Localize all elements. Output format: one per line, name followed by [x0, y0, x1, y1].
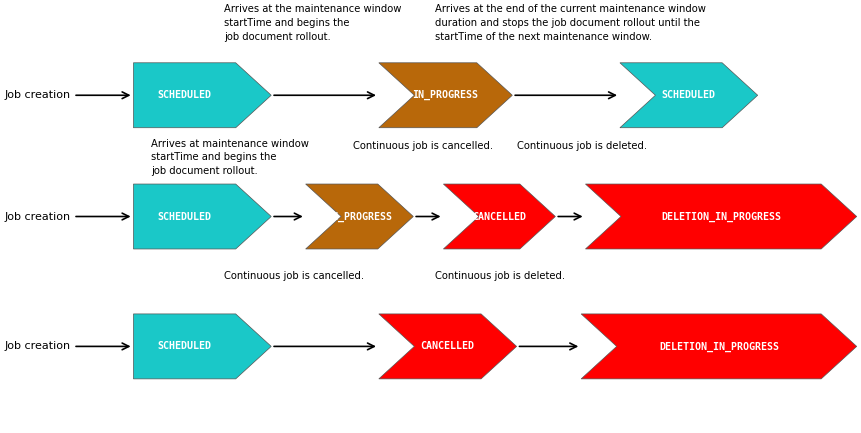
Polygon shape [585, 184, 857, 249]
Text: CANCELLED: CANCELLED [473, 211, 526, 222]
Text: Job creation: Job creation [4, 341, 71, 352]
Polygon shape [133, 63, 271, 128]
Text: Arrives at the maintenance window
startTime and begins the
job document rollout.: Arrives at the maintenance window startT… [224, 4, 401, 42]
Text: Arrives at the end of the current maintenance window
duration and stops the job : Arrives at the end of the current mainte… [435, 4, 706, 42]
Text: CANCELLED: CANCELLED [421, 341, 474, 352]
Text: DELETION_IN_PROGRESS: DELETION_IN_PROGRESS [659, 341, 779, 352]
Polygon shape [581, 314, 857, 379]
Polygon shape [620, 63, 758, 128]
Text: Job creation: Job creation [4, 90, 71, 100]
Text: SCHEDULED: SCHEDULED [662, 90, 715, 100]
Text: Continuous job is cancelled.: Continuous job is cancelled. [224, 271, 364, 281]
Polygon shape [379, 314, 517, 379]
Polygon shape [133, 314, 271, 379]
Text: Job creation: Job creation [4, 211, 71, 222]
Text: SCHEDULED: SCHEDULED [158, 341, 212, 352]
Text: Continuous job is cancelled.: Continuous job is cancelled. [353, 141, 493, 151]
Polygon shape [306, 184, 413, 249]
Text: IN_PROGRESS: IN_PROGRESS [326, 211, 393, 222]
Polygon shape [379, 63, 512, 128]
Text: DELETION_IN_PROGRESS: DELETION_IN_PROGRESS [661, 211, 781, 222]
Text: SCHEDULED: SCHEDULED [158, 90, 212, 100]
Text: Continuous job is deleted.: Continuous job is deleted. [517, 141, 647, 151]
Text: Arrives at maintenance window
startTime and begins the
job document rollout.: Arrives at maintenance window startTime … [151, 139, 308, 176]
Text: Continuous job is deleted.: Continuous job is deleted. [435, 271, 565, 281]
Polygon shape [443, 184, 555, 249]
Text: SCHEDULED: SCHEDULED [158, 211, 212, 222]
Polygon shape [133, 184, 271, 249]
Text: IN_PROGRESS: IN_PROGRESS [412, 90, 479, 100]
